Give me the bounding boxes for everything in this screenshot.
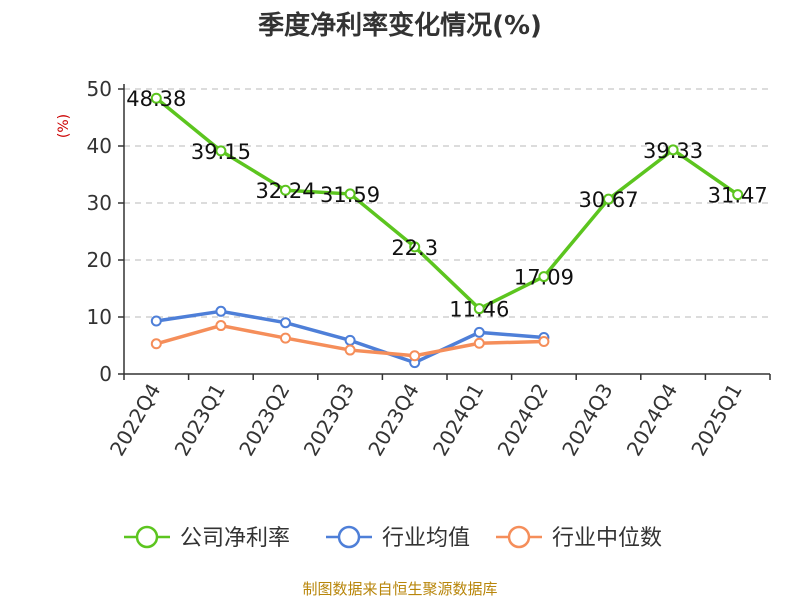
data-point xyxy=(280,317,291,329)
x-tick-label: 2024Q2 xyxy=(493,379,553,460)
data-point xyxy=(344,334,356,346)
legend-label: 行业均值 xyxy=(382,526,470,551)
y-tick-label: 40 xyxy=(87,134,112,158)
data-point xyxy=(150,92,162,104)
series-group xyxy=(150,92,744,369)
data-point xyxy=(732,189,744,201)
data-point xyxy=(344,344,356,356)
y-tick-label: 20 xyxy=(87,248,112,272)
axes: 0 10 20 30 40 50 2022Q4 2023Q1 2023Q2 2023Q3 2023Q… xyxy=(87,77,771,460)
data-label: 48.38 xyxy=(126,87,186,111)
data-point xyxy=(215,145,227,157)
data-point xyxy=(344,188,356,200)
chart-title: 季度净利率变化情况(%) xyxy=(258,10,542,41)
y-tick-label: 10 xyxy=(87,305,112,329)
legend-label: 公司净利率 xyxy=(180,526,290,551)
y-tick-label: 50 xyxy=(87,77,112,101)
legend-swatch-marker xyxy=(337,525,361,549)
data-point xyxy=(215,305,227,317)
x-tick-label: 2023Q4 xyxy=(363,379,423,460)
data-point xyxy=(603,193,614,205)
x-tick-label: 2024Q3 xyxy=(557,379,617,460)
data-point xyxy=(473,326,485,338)
data-label: 39.33 xyxy=(643,139,703,163)
legend-swatch-marker xyxy=(507,525,531,549)
data-label: 30.67 xyxy=(578,188,638,212)
data-point xyxy=(473,337,485,349)
data-label: 11.46 xyxy=(449,298,509,322)
data-point xyxy=(150,338,162,350)
x-tick-label: 2024Q1 xyxy=(428,379,488,460)
data-point xyxy=(667,144,679,156)
data-label: 39.15 xyxy=(191,140,251,164)
data-point xyxy=(215,320,227,332)
legend-swatch-marker xyxy=(135,525,159,549)
y-axis-label: (%) xyxy=(56,114,72,138)
data-source: 制图数据来自恒生聚源数据库 xyxy=(302,580,497,598)
x-tick-label: 2024Q4 xyxy=(622,379,682,460)
data-label: 17.09 xyxy=(514,266,574,290)
data-label: 31.59 xyxy=(320,183,380,207)
x-tick-label: 2025Q1 xyxy=(686,379,746,460)
data-label: 32.24 xyxy=(255,179,315,203)
data-point xyxy=(538,336,550,348)
data-point xyxy=(538,271,550,283)
data-point xyxy=(280,184,291,196)
data-point xyxy=(280,332,291,344)
legend: 公司净利率 行业均值 行业中位数 xyxy=(124,525,662,551)
legend-label: 行业中位数 xyxy=(552,526,662,551)
data-point xyxy=(409,350,421,362)
y-tick-label: 0 xyxy=(99,362,112,386)
y-tick-label: 30 xyxy=(87,191,112,215)
x-tick-label: 2022Q4 xyxy=(105,379,165,460)
x-tick-label: 2023Q1 xyxy=(170,379,230,460)
data-label: 22.3 xyxy=(391,236,438,260)
data-label: 31.47 xyxy=(708,184,768,208)
data-point xyxy=(409,241,421,253)
data-point xyxy=(473,303,485,315)
data-point xyxy=(150,315,162,327)
grid-lines xyxy=(124,88,770,318)
x-tick-label: 2023Q3 xyxy=(299,379,359,460)
x-tick-label: 2023Q2 xyxy=(234,379,294,460)
series-line xyxy=(155,96,739,311)
